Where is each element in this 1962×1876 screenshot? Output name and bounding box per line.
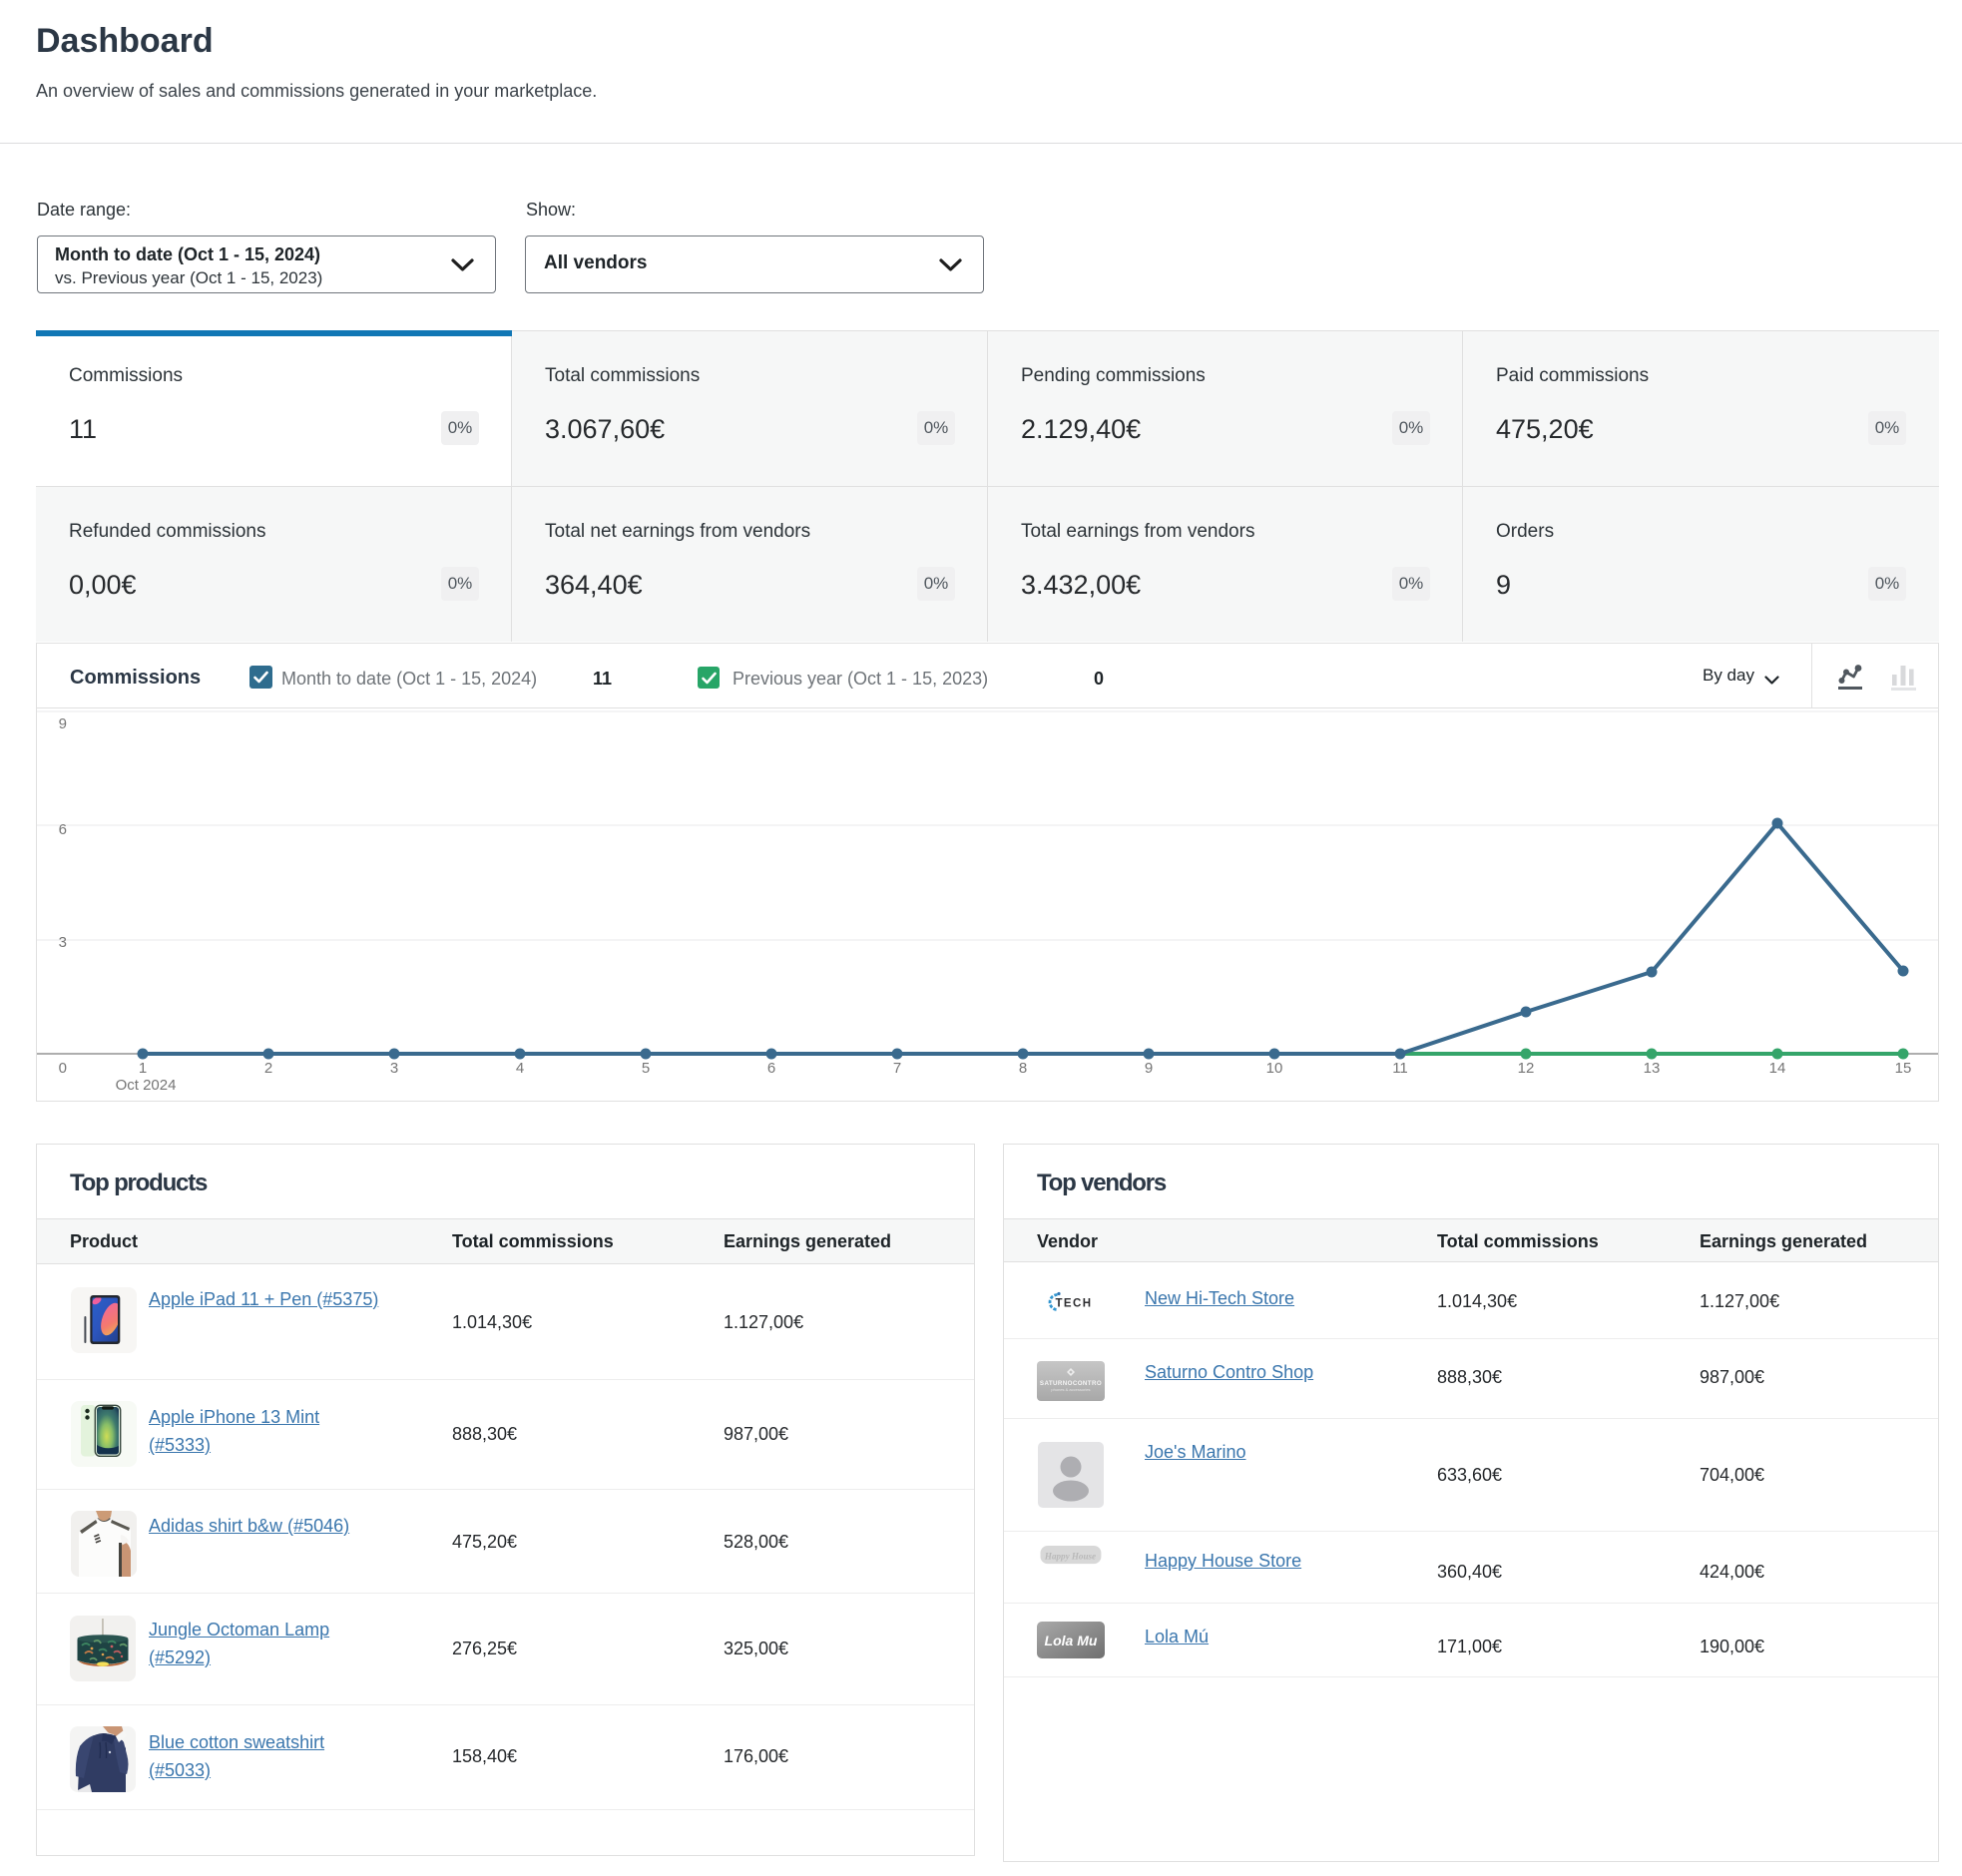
svg-text:3: 3 [390,1060,398,1077]
svg-text:15: 15 [1895,1060,1912,1077]
svg-text:7: 7 [893,1060,901,1077]
svg-text:10: 10 [1266,1060,1283,1077]
svg-text:6: 6 [767,1060,775,1077]
svg-text:14: 14 [1769,1060,1786,1077]
svg-text:phones & accessories: phones & accessories [1051,1387,1090,1392]
svg-text:4: 4 [516,1060,524,1077]
svg-text:Lola Mu: Lola Mu [1045,1633,1098,1648]
svg-text:Happy House: Happy House [1044,1552,1096,1562]
svg-text:3: 3 [59,934,67,951]
svg-text:SATURNOCONTRO: SATURNOCONTRO [1040,1380,1102,1387]
svg-text:6: 6 [59,821,67,838]
svg-text:13: 13 [1644,1060,1661,1077]
svg-text:1: 1 [139,1060,147,1077]
svg-text:2: 2 [264,1060,272,1077]
svg-text:0: 0 [59,1060,67,1077]
svg-text:TECH: TECH [1056,1298,1093,1310]
svg-text:Oct 2024: Oct 2024 [116,1077,177,1094]
svg-text:11: 11 [1392,1060,1408,1077]
svg-text:9: 9 [1145,1060,1153,1077]
svg-text:8: 8 [1019,1060,1027,1077]
svg-text:5: 5 [642,1060,650,1077]
svg-text:12: 12 [1518,1060,1535,1077]
svg-text:9: 9 [59,715,67,732]
